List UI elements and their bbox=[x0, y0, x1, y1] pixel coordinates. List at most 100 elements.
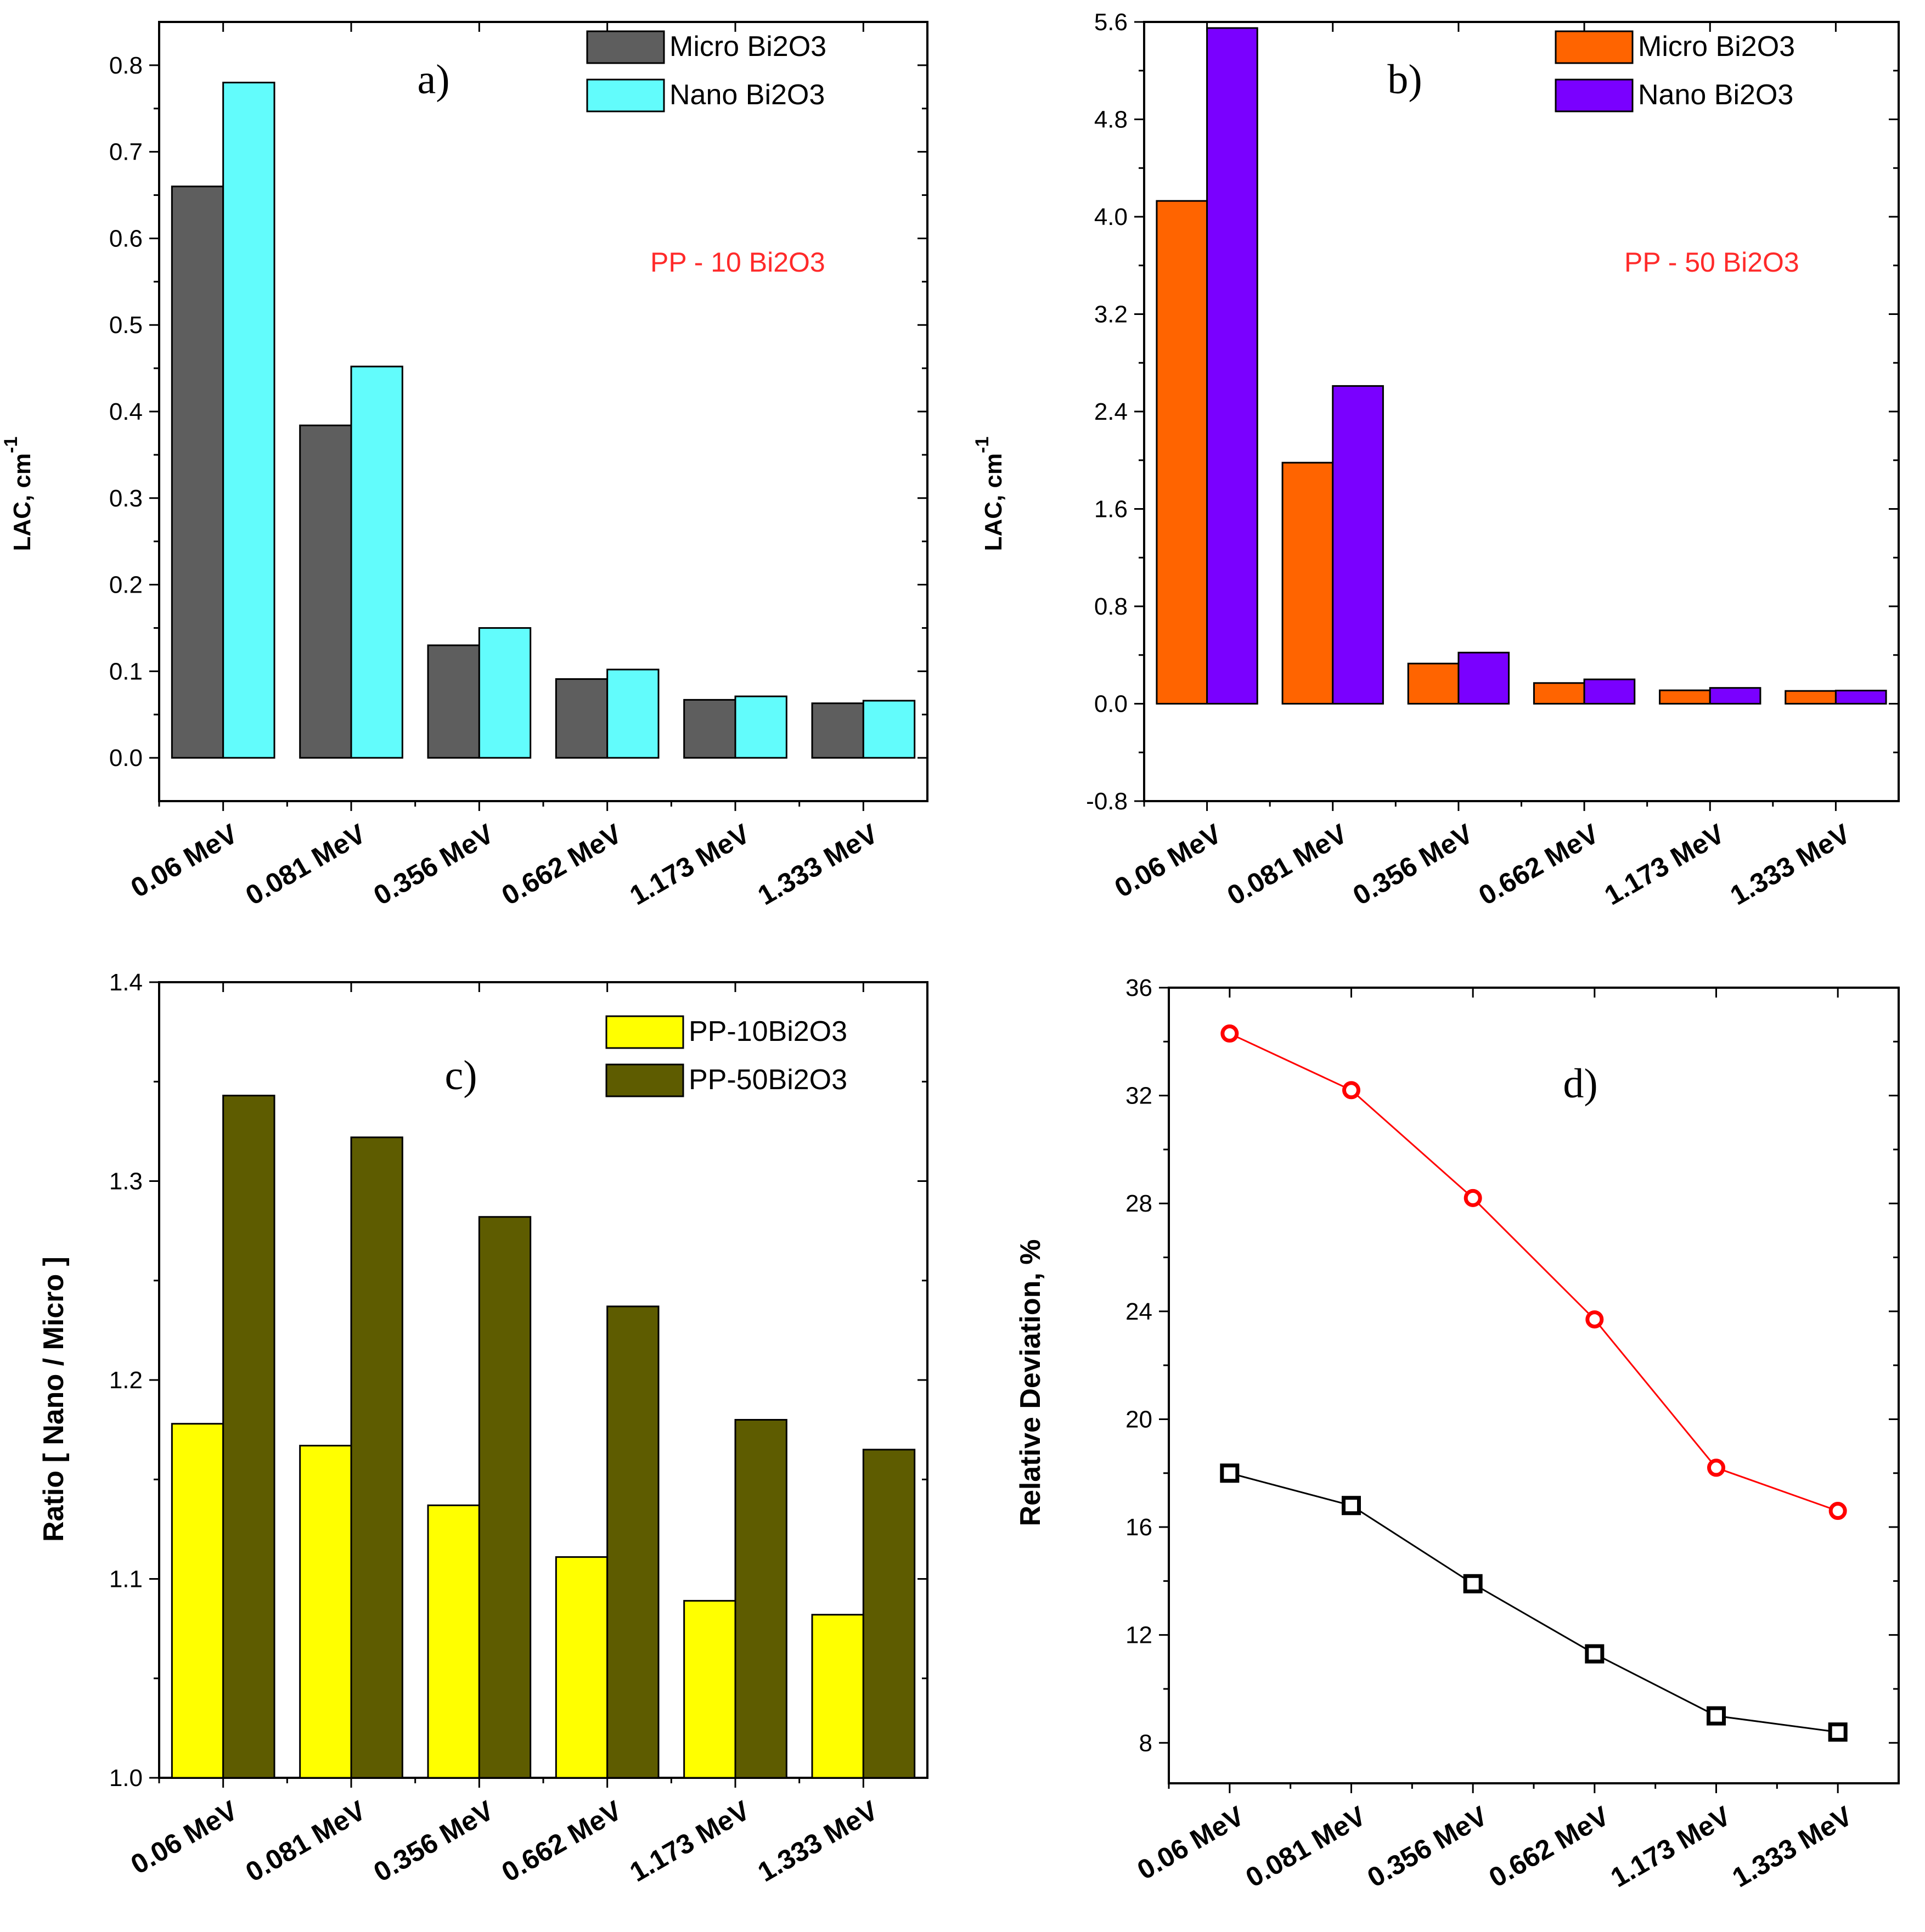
panel-a: 0.0 0.1 0.2 0.3 0.4 0.5 0.6 0.7 0.8 0.06 MeV0.081… bbox=[1, 21, 928, 911]
y-axis-title: LAC, cm-1 bbox=[1, 437, 36, 551]
y-tick-label: 0.8 bbox=[1094, 593, 1128, 620]
bar-pp-50bi2o3 bbox=[734, 1419, 787, 1779]
y-tick-label: 8 bbox=[1139, 1730, 1152, 1756]
bar-nano-bi2o3 bbox=[1332, 385, 1384, 705]
x-category-label: 0.081 MeV bbox=[1222, 818, 1353, 911]
x-category-label: 0.356 MeV bbox=[368, 818, 499, 911]
x-category-label: 1.173 MeV bbox=[624, 1795, 755, 1888]
x-category-label: 1.173 MeV bbox=[1599, 818, 1730, 911]
y-tick-label: 24 bbox=[1125, 1298, 1152, 1325]
bar-nano-bi2o3 bbox=[478, 627, 532, 759]
legend-swatch bbox=[605, 1063, 684, 1097]
bar-micro-bi2o3 bbox=[299, 424, 352, 759]
bar-pp-50bi2o3 bbox=[606, 1305, 660, 1779]
y-axis-title-superscript: -1 bbox=[972, 437, 993, 453]
bar-nano-bi2o3 bbox=[606, 668, 660, 759]
x-category-label: 0.081 MeV bbox=[240, 818, 371, 911]
point-square bbox=[1585, 1644, 1605, 1664]
x-category-label: 0.662 MeV bbox=[1484, 1800, 1614, 1894]
bar-nano-bi2o3 bbox=[734, 695, 787, 759]
y-axis-title-text: LAC, cm bbox=[980, 453, 1007, 551]
panel-letter: c) bbox=[444, 1052, 477, 1099]
y-tick-label: 2.4 bbox=[1094, 398, 1128, 425]
legend-label: PP-50Bi2O3 bbox=[689, 1064, 847, 1096]
series-line bbox=[1229, 1472, 1838, 1733]
legend-label: Nano Bi2O3 bbox=[1638, 79, 1793, 111]
bar-pp-10bi2o3 bbox=[427, 1504, 480, 1779]
y-tick-label: 1.0 bbox=[109, 1765, 143, 1792]
legend-swatch bbox=[1555, 78, 1634, 112]
legend-swatch bbox=[1555, 30, 1634, 64]
bar-nano-bi2o3 bbox=[1583, 678, 1636, 705]
y-tick-label: 0.8 bbox=[109, 52, 143, 79]
bar-nano-bi2o3 bbox=[862, 700, 916, 759]
x-category-label: 0.06 MeV bbox=[1110, 818, 1227, 904]
legend-label: Nano Bi2O3 bbox=[669, 79, 825, 111]
bar-pp-50bi2o3 bbox=[350, 1136, 403, 1779]
y-axis-title-text: Relative Deviation, % bbox=[1015, 1239, 1046, 1526]
bar-nano-bi2o3 bbox=[1709, 687, 1761, 705]
x-category-label: 0.081 MeV bbox=[240, 1795, 371, 1888]
point-diamond bbox=[1707, 1458, 1725, 1477]
bar-nano-bi2o3 bbox=[1206, 27, 1258, 705]
y-tick-label: 4.0 bbox=[1094, 204, 1128, 230]
y-tick-label: 0.4 bbox=[109, 398, 143, 425]
x-category-label: 0.662 MeV bbox=[497, 818, 627, 911]
y-tick-label: 0.1 bbox=[109, 658, 143, 685]
y-tick-label: 1.2 bbox=[109, 1367, 143, 1394]
x-category-label: 0.06 MeV bbox=[126, 1795, 243, 1880]
x-category-label: 0.356 MeV bbox=[1362, 1800, 1493, 1894]
point-square bbox=[1463, 1574, 1483, 1593]
legend-label: Micro Bi2O3 bbox=[1638, 31, 1795, 63]
bar-nano-bi2o3 bbox=[222, 81, 275, 759]
y-tick-label: 0.7 bbox=[109, 139, 143, 166]
y-tick-label: 4.8 bbox=[1094, 106, 1128, 133]
legend-label: Micro Bi2O3 bbox=[669, 31, 826, 63]
y-tick-label: 32 bbox=[1125, 1083, 1152, 1109]
y-tick-label: 28 bbox=[1125, 1190, 1152, 1217]
x-category-label: 0.356 MeV bbox=[368, 1795, 499, 1888]
y-tick-label: 0.5 bbox=[109, 312, 143, 339]
y-tick-label: -0.8 bbox=[1086, 788, 1128, 815]
bar-nano-bi2o3 bbox=[1457, 651, 1510, 705]
panel-letter: d) bbox=[1563, 1061, 1597, 1107]
y-tick-label: 5.6 bbox=[1094, 9, 1128, 36]
x-category-label: 0.06 MeV bbox=[1132, 1800, 1249, 1886]
bar-micro-bi2o3 bbox=[1407, 662, 1460, 705]
bar-pp-50bi2o3 bbox=[478, 1216, 532, 1779]
legend-swatch bbox=[586, 30, 665, 64]
y-tick-label: 12 bbox=[1125, 1622, 1152, 1649]
y-tick-label: 20 bbox=[1125, 1406, 1152, 1433]
bar-nano-bi2o3 bbox=[1834, 690, 1887, 705]
y-axis-title: Relative Deviation, % bbox=[1015, 1239, 1046, 1526]
bar-pp-10bi2o3 bbox=[811, 1614, 864, 1779]
x-category-label: 1.333 MeV bbox=[752, 818, 883, 911]
point-diamond bbox=[1828, 1502, 1847, 1520]
y-tick-label: 16 bbox=[1125, 1514, 1152, 1541]
y-tick-label: 0.3 bbox=[109, 485, 143, 512]
y-tick-label: 0.0 bbox=[109, 745, 143, 771]
y-tick-label: 1.4 bbox=[109, 969, 143, 996]
y-tick-label: 1.6 bbox=[1094, 496, 1128, 523]
y-tick-label: 1.1 bbox=[109, 1566, 143, 1593]
x-category-label: 0.06 MeV bbox=[126, 818, 243, 904]
series-line bbox=[1229, 1033, 1838, 1512]
bar-micro-bi2o3 bbox=[683, 699, 736, 759]
bar-pp-50bi2o3 bbox=[862, 1449, 916, 1779]
point-diamond bbox=[1342, 1081, 1360, 1100]
bar-pp-50bi2o3 bbox=[222, 1095, 275, 1779]
point-square bbox=[1828, 1722, 1848, 1742]
bar-micro-bi2o3 bbox=[811, 702, 864, 759]
point-square bbox=[1342, 1496, 1361, 1516]
x-category-label: 1.333 MeV bbox=[752, 1795, 883, 1888]
bar-micro-bi2o3 bbox=[1659, 689, 1711, 705]
y-axis-title-superscript: -1 bbox=[1, 437, 21, 453]
bar-pp-10bi2o3 bbox=[683, 1599, 736, 1779]
bar-micro-bi2o3 bbox=[1785, 690, 1837, 705]
y-tick-label: 1.3 bbox=[109, 1168, 143, 1195]
bar-micro-bi2o3 bbox=[555, 678, 609, 759]
y-axis-title: LAC, cm-1 bbox=[972, 437, 1007, 551]
bar-micro-bi2o3 bbox=[171, 185, 224, 759]
